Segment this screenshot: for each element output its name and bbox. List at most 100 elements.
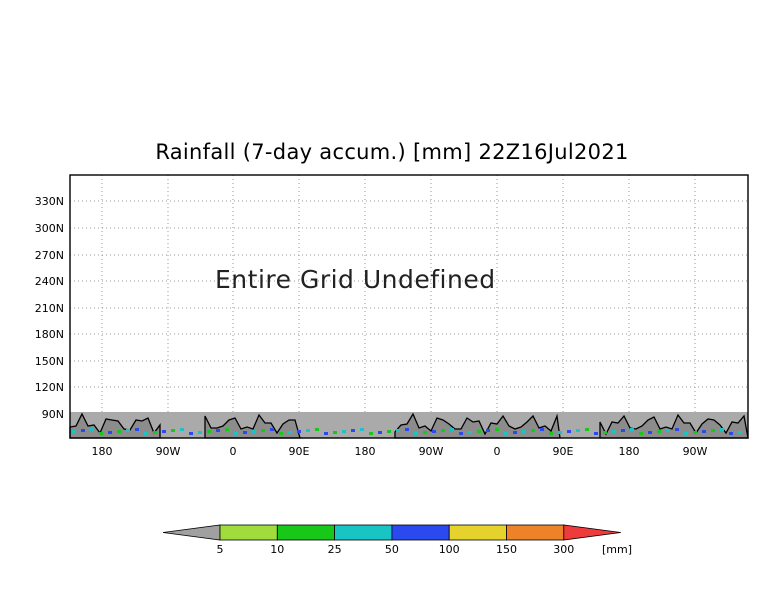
colorbar-unit: [mm] xyxy=(602,543,632,556)
rain-speck xyxy=(513,431,517,434)
colorbar-tick-label: 150 xyxy=(496,543,517,556)
plot-border xyxy=(69,174,749,439)
x-tick-label: 180 xyxy=(92,445,113,458)
y-tick-label: 270N xyxy=(35,249,64,262)
landmass xyxy=(394,412,561,439)
colorbar-tick-label: 25 xyxy=(328,543,342,556)
x-tick-label: 180 xyxy=(355,445,376,458)
rain-speck xyxy=(72,430,76,433)
colorbar-segment xyxy=(219,524,278,541)
rain-speck xyxy=(522,430,526,433)
rain-speck xyxy=(144,432,148,435)
rain-speck xyxy=(324,432,328,435)
x-tick-label: 90E xyxy=(289,445,310,458)
rain-speck xyxy=(153,431,157,434)
colorbar-tick-label: 5 xyxy=(217,543,224,556)
rain-speck xyxy=(684,432,688,435)
rain-speck xyxy=(729,432,733,435)
rain-speck xyxy=(459,432,463,435)
rain-speck xyxy=(378,431,382,434)
rain-speck xyxy=(477,430,481,433)
rain-speck xyxy=(306,429,310,432)
x-tick-label: 0 xyxy=(494,445,501,458)
rain-speck xyxy=(261,429,265,432)
colorbar-segment xyxy=(391,524,450,541)
rain-speck xyxy=(333,431,337,434)
colorbar-low-arrow xyxy=(162,524,221,541)
rain-speck xyxy=(351,429,355,432)
rain-speck xyxy=(648,431,652,434)
rain-speck xyxy=(198,431,202,434)
rain-speck xyxy=(738,431,742,434)
rain-speck xyxy=(711,429,715,432)
rain-speck xyxy=(540,428,544,431)
y-tick-label: 300N xyxy=(35,222,64,235)
colorbar-segment xyxy=(506,524,565,541)
map-title: Rainfall (7-day accum.) [mm] 22Z16Jul202… xyxy=(155,140,629,164)
landmass xyxy=(204,413,301,439)
rain-speck xyxy=(594,432,598,435)
rain-speck xyxy=(81,429,85,432)
rain-speck xyxy=(396,429,400,432)
y-tick-label: 90N xyxy=(42,408,64,421)
rain-speck xyxy=(468,431,472,434)
rain-speck xyxy=(414,432,418,435)
rain-speck xyxy=(252,430,256,433)
undefined-message: Entire Grid Undefined xyxy=(215,265,496,294)
rain-speck xyxy=(675,428,679,431)
colorbar-tick-label: 300 xyxy=(553,543,574,556)
rain-speck xyxy=(693,431,697,434)
rain-speck xyxy=(612,430,616,433)
rain-speck xyxy=(666,429,670,432)
y-tick-label: 240N xyxy=(35,275,64,288)
y-tick-label: 180N xyxy=(35,328,64,341)
y-tick-label: 210N xyxy=(35,302,64,315)
rain-speck xyxy=(387,430,391,433)
rain-speck xyxy=(207,430,211,433)
rain-speck xyxy=(639,432,643,435)
colorbar-segment xyxy=(448,524,507,541)
rain-speck xyxy=(126,429,130,432)
rain-speck xyxy=(234,432,238,435)
rain-speck xyxy=(486,429,490,432)
rain-speck xyxy=(108,431,112,434)
rain-speck xyxy=(180,428,184,431)
land-strip xyxy=(69,412,749,439)
colorbar: 5 10 25 50 100 150 300 xyxy=(162,524,621,556)
rain-speck xyxy=(630,428,634,431)
rain-speck xyxy=(558,431,562,434)
rain-speck xyxy=(117,430,121,433)
rain-speck xyxy=(720,428,724,431)
rain-speck xyxy=(603,431,607,434)
x-tick-label: 90W xyxy=(419,445,444,458)
rain-speck xyxy=(504,432,508,435)
rain-speck xyxy=(225,428,229,431)
rain-speck xyxy=(450,428,454,431)
rain-speck xyxy=(702,430,706,433)
y-tick-label: 330N xyxy=(35,195,64,208)
rain-speck xyxy=(171,429,175,432)
x-axis-labels: 180 90W 0 90E 180 90W 0 90E 180 90W xyxy=(92,445,708,458)
rain-speck xyxy=(99,432,103,435)
rain-speck xyxy=(567,430,571,433)
rain-speck xyxy=(549,432,553,435)
landmass xyxy=(599,413,749,439)
colorbar-segment xyxy=(276,524,335,541)
x-tick-label: 90W xyxy=(156,445,181,458)
rain-speck xyxy=(576,429,580,432)
rain-speck xyxy=(135,428,139,431)
rain-speck xyxy=(360,428,364,431)
rain-speck xyxy=(495,428,499,431)
rain-speck xyxy=(531,429,535,432)
rain-speck xyxy=(279,432,283,435)
colorbar-high-arrow xyxy=(563,524,621,541)
y-tick-label: 120N xyxy=(35,381,64,394)
rain-speck xyxy=(342,430,346,433)
rain-speck xyxy=(162,430,166,433)
rain-speck xyxy=(405,428,409,431)
rain-speck xyxy=(621,429,625,432)
rain-speck xyxy=(288,431,292,434)
rain-speck xyxy=(423,431,427,434)
rain-speck xyxy=(432,430,436,433)
y-axis-labels: 330N 300N 270N 240N 210N 180N 150N 120N 90N xyxy=(35,195,64,421)
